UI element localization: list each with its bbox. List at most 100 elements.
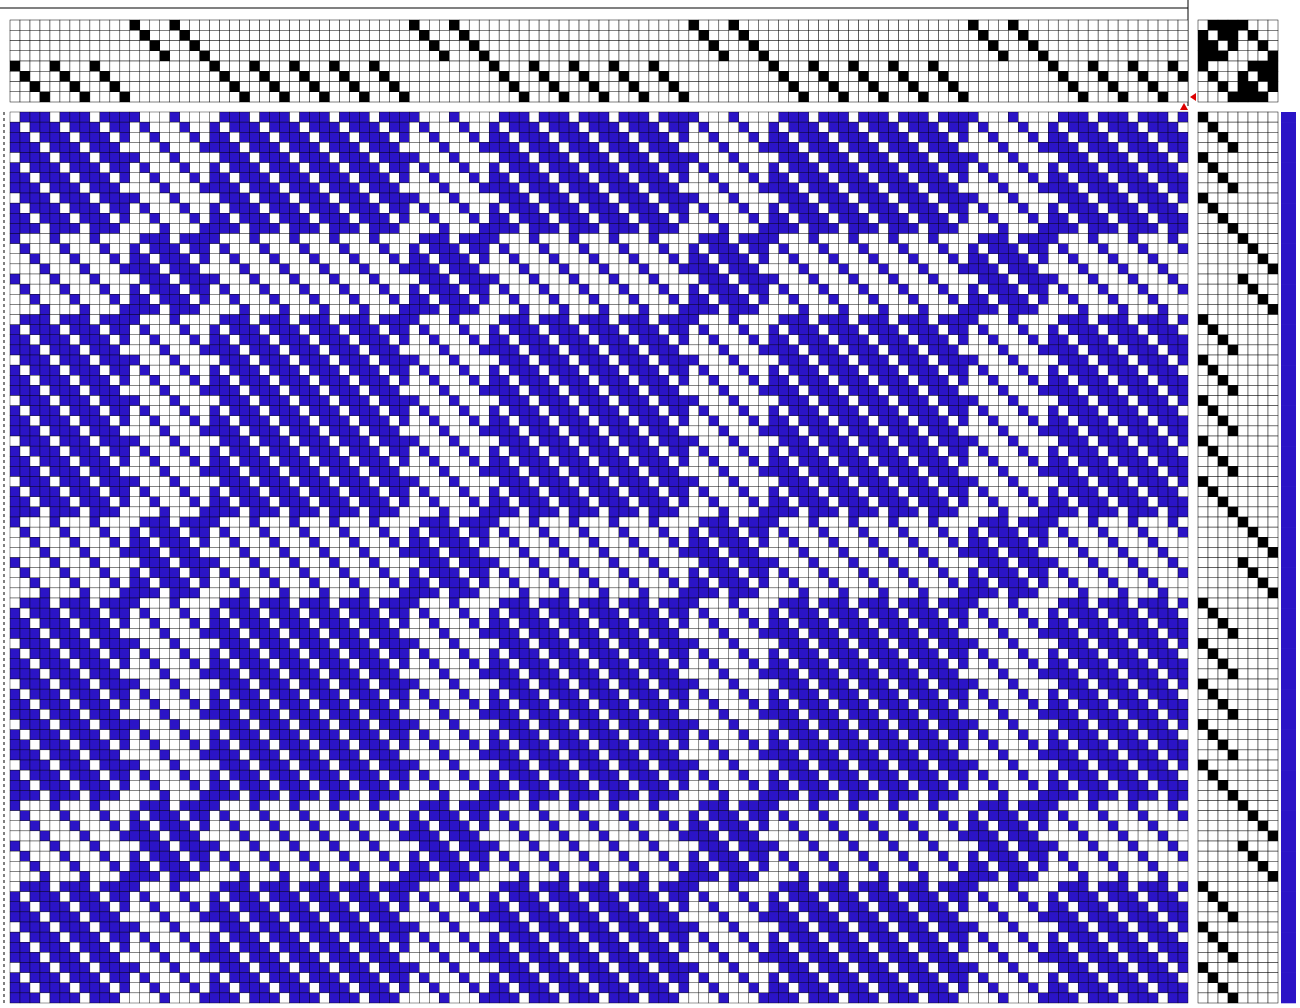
drawdown-cell (888, 192, 899, 204)
treadling-cell (1227, 162, 1239, 173)
drawdown-cell (598, 162, 610, 173)
drawdown-cell (698, 314, 710, 325)
drawdown-cell (469, 334, 480, 346)
treadling-cell (1267, 800, 1279, 811)
treadling-cell (1267, 820, 1279, 832)
treadling-cell (1197, 466, 1209, 477)
threading-cell (319, 30, 330, 41)
threading-cell (349, 71, 360, 82)
threading-mark (588, 81, 600, 92)
drawdown-cell (99, 304, 111, 315)
drawdown-cell (99, 364, 111, 376)
drawdown-cell (249, 283, 260, 295)
drawdown-cell (219, 253, 230, 265)
drawdown-cell (399, 324, 410, 335)
treadling-cell (1267, 202, 1279, 214)
drawdown-cell (678, 233, 690, 244)
threading-cell (998, 30, 1009, 41)
drawdown-cell (1048, 344, 1059, 356)
drawdown-cell (998, 324, 1009, 335)
threading-cell (399, 81, 410, 92)
drawdown-cell (59, 243, 71, 254)
threading-mark (918, 91, 929, 103)
treadling-cell (1237, 790, 1249, 801)
threading-cell (968, 81, 979, 92)
drawdown-cell (1018, 111, 1029, 123)
drawdown-cell (598, 213, 610, 224)
drawdown-cell (1018, 172, 1029, 184)
threading-cell (688, 30, 700, 41)
threading-cell (868, 40, 879, 51)
drawdown-cell (628, 202, 640, 214)
drawdown-cell (1008, 375, 1019, 386)
drawdown-cell (498, 324, 510, 335)
threading-cell (59, 50, 71, 62)
treadling-cell (1207, 709, 1219, 720)
drawdown-cell (778, 314, 789, 325)
drawdown-cell (19, 354, 31, 366)
drawdown-cell (359, 152, 370, 163)
drawdown-cell (39, 152, 51, 163)
drawdown-cell (708, 364, 719, 376)
treadling-cell (1217, 344, 1229, 356)
drawdown-cell (738, 182, 749, 194)
drawdown-cell (249, 344, 260, 356)
drawdown-cell (508, 243, 520, 254)
drawdown-cell (379, 132, 390, 143)
threading-cell (79, 71, 91, 82)
drawdown-cell (279, 304, 290, 315)
drawdown-cell (59, 294, 71, 305)
drawdown-cell (229, 111, 240, 123)
threading-cell (349, 91, 360, 103)
drawdown-cell (319, 354, 330, 366)
threading-cell (568, 71, 580, 82)
drawdown-cell (528, 334, 540, 346)
threading-cell (29, 50, 41, 62)
drawdown-cell (79, 324, 91, 335)
drawdown-cell (1018, 152, 1029, 163)
drawdown-cell (628, 121, 640, 133)
drawdown-cell (718, 202, 729, 214)
treadling-cell (1247, 405, 1259, 416)
drawdown-cell (858, 324, 869, 335)
drawdown-cell (289, 344, 300, 356)
threading-cell (99, 50, 111, 62)
treadling-cell (1207, 476, 1219, 487)
drawdown-cell (69, 243, 81, 254)
threading-cell (718, 19, 730, 31)
drawdown-cell (1077, 162, 1089, 173)
drawdown-cell (698, 294, 710, 305)
threading-cell (998, 40, 1009, 51)
drawdown-cell (788, 314, 799, 325)
drawdown-cell (798, 111, 809, 123)
drawdown-cell (688, 283, 700, 295)
threading-cell (199, 91, 210, 103)
drawdown-cell (379, 263, 390, 275)
drawdown-cell (638, 253, 650, 265)
weft-color (1281, 962, 1296, 973)
drawdown-cell (359, 132, 370, 143)
drawdown-cell (1167, 375, 1179, 386)
drawdown-cell (339, 263, 350, 275)
drawdown-cell (1137, 192, 1149, 204)
drawdown-cell (419, 273, 430, 285)
drawdown-cell (299, 304, 310, 315)
threading-cell (1018, 50, 1029, 62)
drawdown-cell (119, 162, 130, 173)
drawdown-cell (1157, 334, 1169, 346)
treadling-cell (1227, 739, 1239, 751)
drawdown-cell (848, 213, 859, 224)
drawdown-cell (598, 121, 610, 133)
drawdown-cell (738, 324, 749, 335)
threading-cell (728, 60, 740, 72)
drawdown-cell (359, 121, 370, 133)
drawdown-cell (948, 223, 959, 234)
drawdown-cell (1087, 324, 1099, 335)
drawdown-cell (209, 273, 220, 285)
drawdown-cell (359, 172, 370, 184)
drawdown-cell (199, 375, 210, 386)
drawdown-cell (159, 142, 170, 153)
drawdown-cell (688, 192, 700, 204)
drawdown-cell (1038, 364, 1049, 376)
drawdown-cell (588, 243, 600, 254)
